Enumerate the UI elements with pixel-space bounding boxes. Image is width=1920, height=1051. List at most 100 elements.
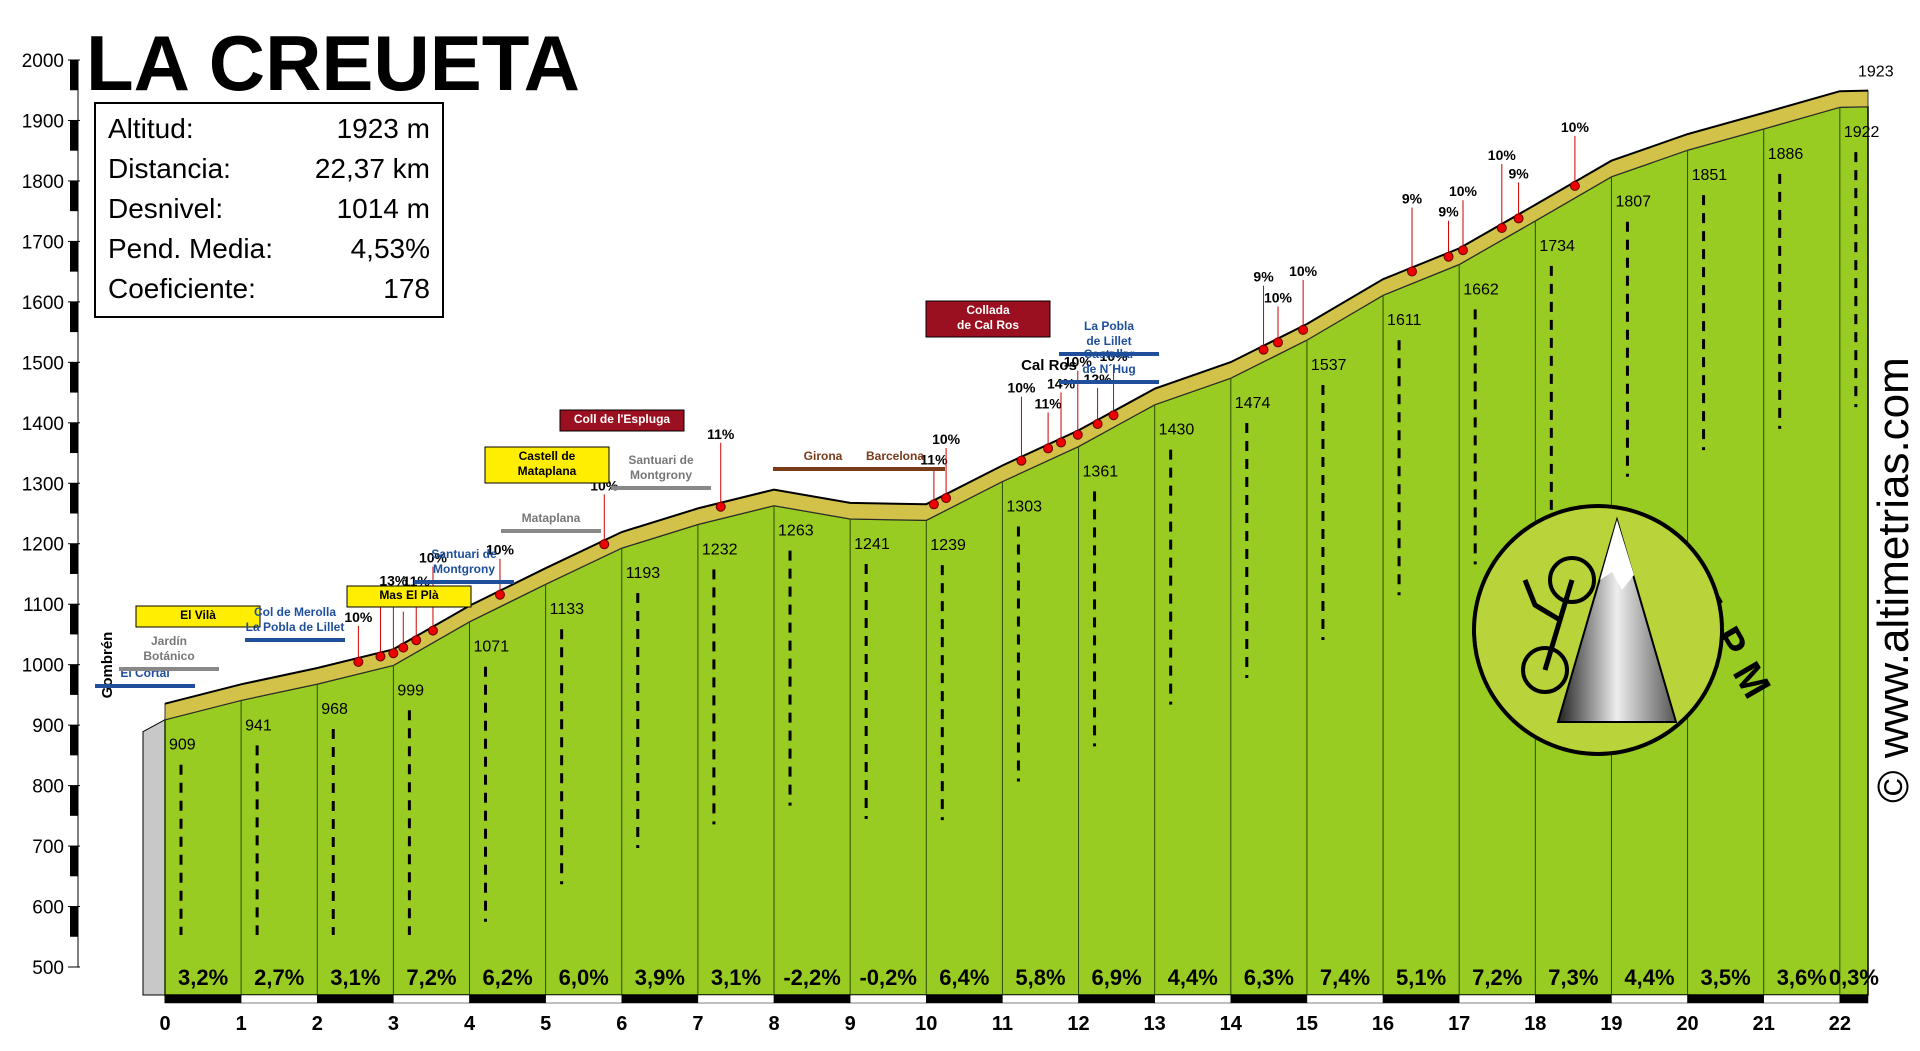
y-axis-bar <box>70 180 78 212</box>
gradient-label: 3,9% <box>635 965 685 990</box>
altitude-label: 1922 <box>1844 124 1880 141</box>
place-label: El Vilà <box>180 608 216 622</box>
gradient-label: 7,2% <box>1472 965 1522 990</box>
place: Girona <box>773 449 873 471</box>
gradient-label: 7,3% <box>1548 965 1598 990</box>
y-tick-label: 1000 <box>22 656 64 677</box>
gradient-label: 3,1% <box>711 965 761 990</box>
x-tick-label: 1 <box>236 1013 247 1035</box>
logo-snow <box>1600 520 1634 590</box>
x-tick-label: 6 <box>616 1013 627 1035</box>
gradient-label: 6,2% <box>483 965 533 990</box>
y-axis-bar <box>70 483 78 514</box>
altitude-label: 1611 <box>1387 312 1422 329</box>
place-label: Mataplana <box>522 511 581 525</box>
y-tick-label: 1200 <box>22 535 64 556</box>
altitude-label: 999 <box>397 682 424 699</box>
bottom-strip <box>1839 994 1869 1004</box>
logo-mountain <box>1556 516 1678 723</box>
altitude-label: 1303 <box>1006 498 1042 515</box>
y-tick-label: 800 <box>32 777 64 798</box>
altitude-label: 1734 <box>1539 238 1575 255</box>
gradient-label: 3,1% <box>330 965 380 990</box>
x-tick-label: 12 <box>1067 1013 1089 1035</box>
altitude-label: 1474 <box>1235 395 1271 412</box>
bottom-strip <box>164 994 242 1004</box>
annotation-label: 10% <box>419 550 448 566</box>
annotation-dot <box>1406 266 1417 277</box>
gradient-label: 0,3% <box>1829 965 1879 990</box>
place-label: La Pobla de Lillet <box>246 620 345 634</box>
altitude-label: 1263 <box>778 523 814 540</box>
profile-line <box>164 89 1869 705</box>
bottom-strip <box>1306 994 1384 1004</box>
x-tick-label: 16 <box>1372 1013 1394 1035</box>
x-tick-label: 13 <box>1144 1013 1166 1035</box>
gradient-label: 2,7% <box>254 965 304 990</box>
place: Mas El Plà <box>346 585 472 608</box>
annotation-dot <box>1016 455 1027 466</box>
annotation-label: 10% <box>1488 147 1517 163</box>
annotation-label: 9% <box>1438 204 1459 220</box>
y-tick-label: 700 <box>32 837 64 858</box>
annotation-dot <box>1298 324 1309 335</box>
x-tick-label: 0 <box>159 1013 170 1035</box>
x-tick-label: 19 <box>1600 1013 1622 1035</box>
annotation-dot <box>388 648 399 659</box>
place-label: Montgrony <box>433 562 495 576</box>
annotation-dot <box>1072 429 1083 440</box>
y-axis-bar <box>70 241 78 272</box>
logo-wheel <box>1548 556 1596 604</box>
gradient-label: 5,8% <box>1015 965 1065 990</box>
altitude-label: 1071 <box>474 639 510 656</box>
annotation-dot <box>1443 251 1454 262</box>
bottom-strip <box>240 994 318 1004</box>
logo-wheel <box>1521 646 1569 694</box>
y-axis-bar <box>70 60 78 91</box>
annotation-dot <box>1457 245 1468 256</box>
stat-value: 22,37 km <box>315 153 430 184</box>
overlay-layer: Altitud: 1923 m Distancia: 22,37 km Desnivel… <box>22 51 1918 1035</box>
gradient-label: 3,6% <box>1777 965 1827 990</box>
annotation-dot <box>427 625 438 636</box>
gradient-label: 7,4% <box>1320 965 1370 990</box>
place-label: Cal Ros <box>1021 357 1077 374</box>
place: Mataplana <box>501 511 601 533</box>
stat-value: 1923 m <box>337 113 430 144</box>
bottom-strip <box>545 994 623 1004</box>
place-label: Mataplana <box>518 464 577 478</box>
x-tick-label: 10 <box>915 1013 937 1035</box>
place-label: Santuari de <box>431 547 497 561</box>
gradient-label: -0,2% <box>859 965 916 990</box>
annotation-label: 9% <box>1508 165 1529 181</box>
place-label: Castell de <box>519 449 576 463</box>
place-box <box>346 585 472 608</box>
bottom-strip <box>773 994 851 1004</box>
place-box <box>484 446 610 484</box>
place-label: de N´Hug <box>1082 362 1135 376</box>
stat-value: 4,53% <box>351 233 430 264</box>
x-tick-label: 7 <box>692 1013 703 1035</box>
annotation-dot <box>1258 344 1269 355</box>
y-tick-label: 1100 <box>23 595 64 616</box>
place-label: Mas El Plà <box>379 588 439 602</box>
annotation-dot <box>715 501 726 512</box>
annotation-label: 9% <box>1402 190 1423 206</box>
y-axis-bar <box>70 906 78 937</box>
annotation-dot <box>1513 213 1524 224</box>
profile-side <box>142 718 166 996</box>
place-label: Barcelona <box>866 449 924 463</box>
annotation-label: 10% <box>1007 380 1036 396</box>
place-label: Collada <box>966 303 1010 317</box>
x-tick-label: 15 <box>1296 1013 1318 1035</box>
stats-box <box>94 102 444 318</box>
y-tick-label: 900 <box>32 716 64 737</box>
annotation-dot <box>1108 410 1119 421</box>
bottom-strip <box>1230 994 1308 1004</box>
annotation-label: 10% <box>1561 119 1590 135</box>
gradient-label: 7,2% <box>406 965 456 990</box>
